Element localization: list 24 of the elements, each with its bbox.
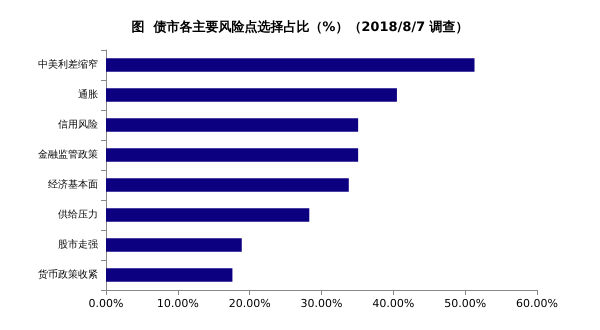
bar (106, 148, 358, 162)
x-tick-label: 50.00% (444, 297, 486, 310)
bar (106, 88, 397, 102)
bar (106, 238, 242, 252)
y-tick-label: 经济基本面 (48, 178, 98, 190)
bar (106, 58, 475, 72)
bar (106, 178, 349, 192)
y-tick-label: 金融监管政策 (38, 148, 98, 160)
y-tick-label: 供给压力 (58, 208, 98, 220)
y-tick-label: 中美利差缩窄 (38, 58, 98, 70)
x-tick-label: 60.00% (516, 297, 558, 310)
x-tick-label: 10.00% (156, 297, 199, 310)
y-tick-label: 股市走强 (58, 238, 98, 250)
x-tick-label: 30.00% (300, 297, 342, 310)
bar (106, 268, 232, 282)
y-tick-label: 信用风险 (58, 118, 98, 130)
chart-title: 图 债市各主要风险点选择占比（%）（2018/8/7 调查） (131, 19, 469, 35)
y-tick-label: 货币政策收紧 (38, 268, 98, 280)
x-tick-label: 0.00% (88, 297, 124, 310)
x-tick-label: 20.00% (228, 297, 271, 310)
y-tick-label: 通胀 (78, 88, 98, 100)
bar (106, 208, 310, 222)
x-tick-label: 40.00% (372, 297, 414, 310)
bar (106, 118, 358, 132)
